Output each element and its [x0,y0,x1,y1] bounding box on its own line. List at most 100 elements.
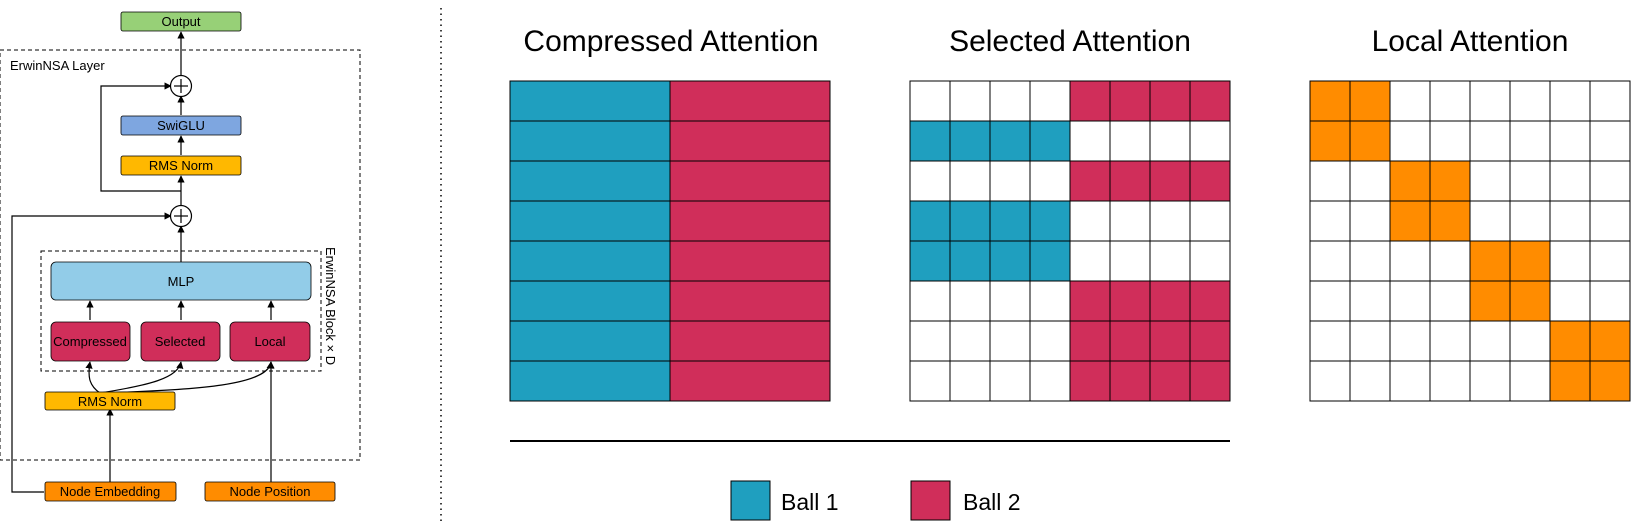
local-cell [1589,320,1631,362]
local-attention-title: Local Attention [1372,25,1569,58]
selected-box: Selected [140,321,221,362]
rms-norm-bottom-label: RMS Norm [78,394,142,409]
architecture-diagram: ErwinNSA Layer ErwinNSA Block × D [0,11,361,502]
local-cell [1429,320,1471,362]
selected-cell [1189,360,1231,402]
selected-cell [989,240,1031,282]
selected-cell [1029,200,1071,242]
selected-cell [909,240,951,282]
selected-cell [1029,80,1071,122]
selected-cell [949,200,991,242]
selected-cell [989,360,1031,402]
compressed-label: Compressed [53,334,127,349]
selected-cell [1109,160,1151,202]
local-cell [1349,80,1391,122]
local-cell [1589,160,1631,202]
local-cell [1309,80,1351,122]
selected-cell [909,360,951,402]
compressed-cell [669,320,831,362]
selected-cell [1189,80,1231,122]
selected-cell [1109,280,1151,322]
local-cell [1389,120,1431,162]
selected-cell [1029,280,1071,322]
selected-cell [1109,200,1151,242]
selected-cell [1109,320,1151,362]
local-cell [1589,280,1631,322]
selected-attention-panel: Selected Attention [909,25,1231,402]
local-cell [1509,360,1551,402]
selected-cell [909,160,951,202]
local-cell [1389,280,1431,322]
local-cell [1469,80,1511,122]
selected-cell [1189,320,1231,362]
selected-cell [1189,160,1231,202]
mlp-label: MLP [168,274,195,289]
local-cell [1549,200,1591,242]
compressed-cell [509,120,671,162]
selected-cell [1029,240,1071,282]
local-cell [1469,120,1511,162]
local-cell [1309,200,1351,242]
local-cell [1389,240,1431,282]
local-cell [1309,280,1351,322]
local-cell [1389,160,1431,202]
compressed-cell [509,360,671,402]
selected-cell [1069,160,1111,202]
local-cell [1429,280,1471,322]
residual-add-bottom [169,204,193,228]
selected-cell [1029,360,1071,402]
selected-cell [989,280,1031,322]
local-cell [1509,240,1551,282]
local-cell [1469,240,1511,282]
residual-add-top [169,74,193,98]
local-cell [1469,160,1511,202]
local-cell [1549,120,1591,162]
local-cell [1469,280,1511,322]
local-cell [1509,280,1551,322]
selected-cell [1149,320,1191,362]
selected-cell [1029,320,1071,362]
local-cell [1509,80,1551,122]
selected-cell [989,120,1031,162]
local-cell [1389,320,1431,362]
selected-attention-title: Selected Attention [949,25,1191,58]
local-box: Local [229,321,311,362]
selected-cell [949,240,991,282]
selected-label: Selected [155,334,206,349]
swiglu-box: SwiGLU [120,115,242,136]
legend-label-ball-2: Ball 2 [963,489,1021,515]
local-cell [1349,160,1391,202]
local-cell [1349,240,1391,282]
rms-norm-bottom-box: RMS Norm [44,391,176,411]
selected-cell [949,160,991,202]
local-cell [1349,200,1391,242]
compressed-cell [669,120,831,162]
selected-cell [1069,320,1111,362]
local-cell [1469,320,1511,362]
output-box: Output [120,11,242,32]
local-cell [1349,360,1391,402]
selected-cell [949,120,991,162]
selected-cell [1149,240,1191,282]
selected-cell [949,320,991,362]
compressed-cell [669,160,831,202]
selected-cell [1149,120,1191,162]
local-attention-grid [1309,80,1631,402]
local-cell [1429,160,1471,202]
node-embedding-label: Node Embedding [60,484,160,499]
selected-cell [989,80,1031,122]
local-cell [1549,160,1591,202]
local-cell [1549,240,1591,282]
local-cell [1589,240,1631,282]
selected-cell [1029,160,1071,202]
selected-cell [1149,280,1191,322]
erwinnsa-block-label: ErwinNSA Block × D [323,247,338,365]
node-embedding-box: Node Embedding [44,481,177,502]
node-position-label: Node Position [230,484,311,499]
selected-cell [1069,360,1111,402]
selected-cell [909,200,951,242]
compressed-attention-panel: Compressed Attention [509,25,831,402]
local-cell [1589,200,1631,242]
local-cell [1469,200,1511,242]
